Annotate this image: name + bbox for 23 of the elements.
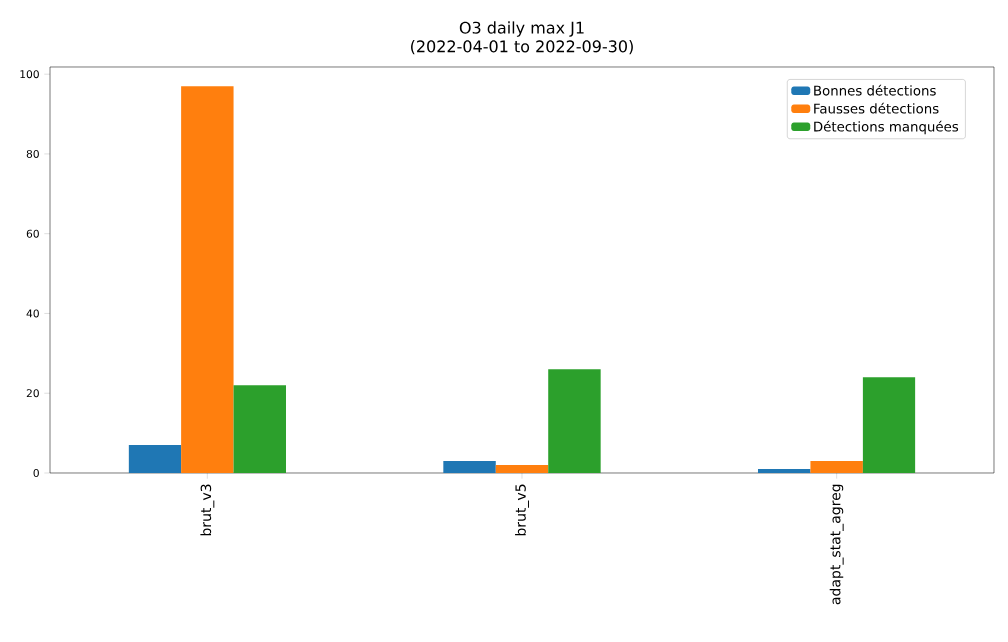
chart-subtitle: (2022-04-01 to 2022-09-30): [411, 40, 633, 55]
x-tick-label: adapt_stat_agreg: [829, 484, 844, 605]
x-tick-label: brut_v3: [200, 484, 215, 536]
legend-label: Fausses détections: [814, 102, 939, 114]
y-tick-label: 20: [26, 389, 39, 398]
legend-label: Bonnes détections: [814, 84, 936, 96]
y-tick-label: 60: [26, 229, 39, 238]
bar: [233, 385, 286, 473]
bar: [181, 86, 234, 473]
bar: [758, 469, 811, 473]
bar: [495, 465, 549, 473]
y-tick-label: 80: [26, 149, 39, 158]
chart-title: O3 daily max J1: [459, 21, 584, 37]
bar: [128, 445, 182, 473]
bar: [548, 369, 601, 473]
y-tick-label: 40: [26, 309, 39, 318]
legend-label: Détections manquées: [814, 120, 959, 135]
bar: [862, 377, 916, 473]
y-tick-label: 100: [20, 70, 39, 79]
bar: [443, 461, 496, 473]
bar: [810, 461, 863, 473]
x-tick-label: brut_v5: [515, 484, 529, 536]
y-tick-label: 0: [33, 468, 39, 478]
